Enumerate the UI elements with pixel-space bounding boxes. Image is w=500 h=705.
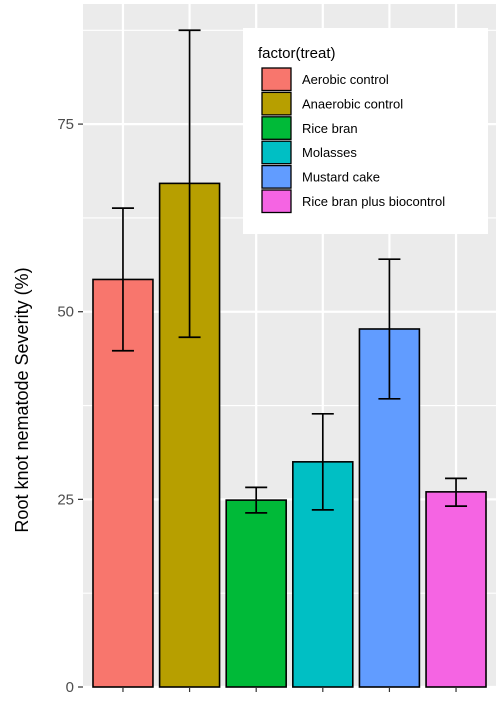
legend-key — [261, 67, 292, 92]
y-axis: 0 25 50 75 — [57, 116, 83, 696]
error-bars — [111, 29, 468, 514]
legend-label: Molasses — [302, 145, 357, 160]
x-axis — [122, 687, 457, 692]
y-tick-label: 75 — [57, 116, 74, 133]
legend-key — [261, 164, 292, 189]
legend-item: Mustard cake — [261, 164, 380, 189]
legend-key — [261, 189, 292, 214]
error-bar — [245, 486, 268, 514]
y-tick-label: 50 — [57, 304, 74, 321]
legend-item: Molasses — [261, 140, 357, 165]
legend: factor(treat) Aerobic control Anaerobic c… — [243, 28, 488, 234]
legend-item: Aerobic control — [261, 67, 389, 92]
legend-item: Rice bran plus biocontrol — [261, 189, 445, 214]
legend-label: Mustard cake — [302, 170, 380, 185]
error-bar — [311, 412, 334, 511]
y-axis-title: Root knot nematode Severity (%) — [12, 267, 32, 532]
legend-label: Aerobic control — [302, 72, 389, 87]
legend-item: Anaerobic control — [261, 91, 403, 116]
y-tick-label: 25 — [57, 491, 74, 508]
legend-item: Rice bran — [261, 116, 358, 140]
legend-label: Rice bran plus biocontrol — [302, 194, 445, 209]
legend-key — [261, 116, 292, 140]
legend-title: factor(treat) — [258, 45, 336, 62]
y-tick-label: 0 — [66, 679, 74, 696]
bar — [225, 499, 287, 688]
error-bar — [111, 207, 134, 352]
error-bar — [178, 29, 201, 339]
legend-label: Anaerobic control — [302, 96, 403, 111]
error-bar — [445, 477, 468, 507]
legend-key — [261, 91, 292, 116]
error-bar — [378, 258, 401, 400]
legend-items: Aerobic control Anaerobic control Rice bra… — [261, 67, 445, 214]
bar — [425, 491, 487, 688]
legend-key — [261, 140, 292, 165]
legend-label: Rice bran — [302, 121, 358, 136]
